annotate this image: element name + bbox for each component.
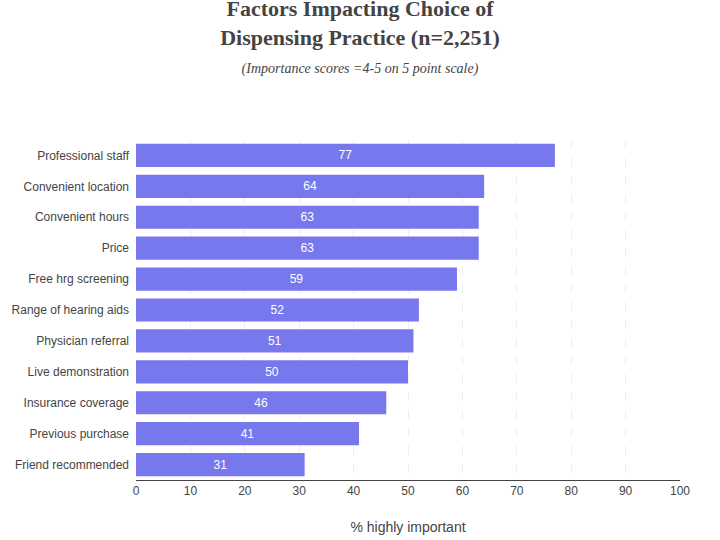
svg-text:Live demonstration: Live demonstration [28, 365, 129, 379]
svg-text:31: 31 [213, 458, 227, 472]
svg-text:80: 80 [565, 484, 579, 498]
svg-text:50: 50 [265, 365, 279, 379]
svg-text:59: 59 [290, 272, 304, 286]
svg-text:Free hrg screening: Free hrg screening [28, 272, 129, 286]
svg-text:0: 0 [133, 484, 140, 498]
svg-text:Convenient location: Convenient location [24, 180, 129, 194]
svg-text:77: 77 [339, 148, 353, 162]
svg-text:41: 41 [241, 427, 255, 441]
svg-text:20: 20 [238, 484, 252, 498]
svg-text:52: 52 [271, 303, 285, 317]
svg-text:% highly important: % highly important [350, 519, 465, 535]
svg-text:46: 46 [254, 396, 268, 410]
svg-text:Professional staff: Professional staff [37, 149, 129, 163]
svg-text:60: 60 [456, 484, 470, 498]
svg-text:51: 51 [268, 334, 282, 348]
svg-text:63: 63 [301, 210, 315, 224]
svg-text:63: 63 [301, 241, 315, 255]
svg-text:Physician referral: Physician referral [36, 334, 129, 348]
svg-text:Price: Price [102, 241, 130, 255]
svg-text:Convenient hours: Convenient hours [35, 210, 129, 224]
svg-text:50: 50 [401, 484, 415, 498]
svg-text:64: 64 [303, 179, 317, 193]
svg-text:Insurance coverage: Insurance coverage [24, 396, 130, 410]
svg-text:Factors Impacting Choice ofDis: Factors Impacting Choice ofDispensing Pr… [220, 0, 500, 77]
svg-text:Previous purchase: Previous purchase [30, 427, 130, 441]
svg-text:30: 30 [293, 484, 307, 498]
svg-text:10: 10 [184, 484, 198, 498]
svg-text:70: 70 [510, 484, 524, 498]
svg-text:40: 40 [347, 484, 361, 498]
svg-text:Range of hearing aids: Range of hearing aids [12, 303, 129, 317]
svg-text:100: 100 [670, 484, 690, 498]
svg-text:90: 90 [619, 484, 633, 498]
svg-text:Friend recommended: Friend recommended [15, 458, 129, 472]
